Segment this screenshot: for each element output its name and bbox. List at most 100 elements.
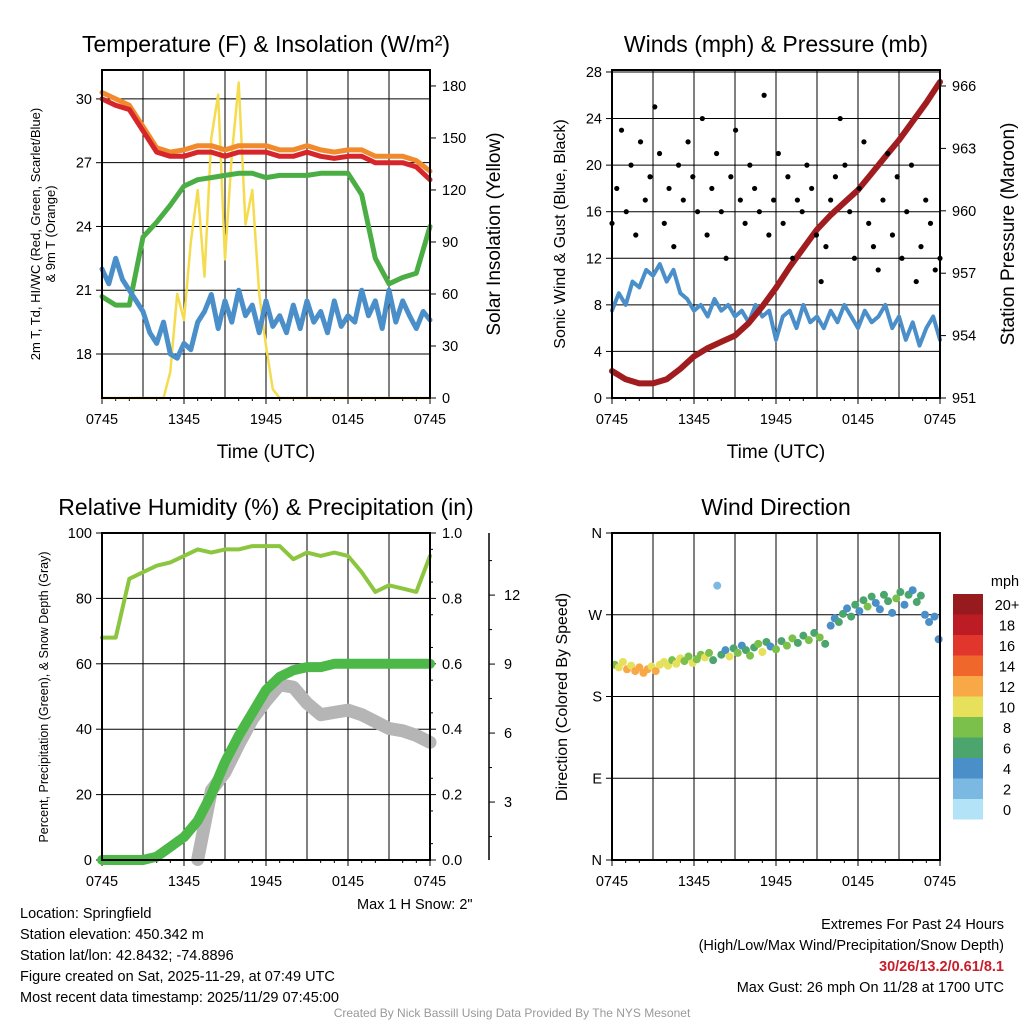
y-tick-label: 0 xyxy=(84,853,92,869)
y-axis-label-line2: & 9m T (Orange) xyxy=(43,185,58,282)
x-tick-label: 1345 xyxy=(678,412,710,428)
gust-point xyxy=(923,197,929,203)
gust-point xyxy=(837,115,843,122)
gust-point xyxy=(870,244,877,250)
direction-point xyxy=(618,657,627,666)
y-tick-label: S xyxy=(592,690,602,706)
elevation-text: Station elevation: 450.342 m xyxy=(20,927,204,943)
x-tick-label: 0745 xyxy=(596,412,628,428)
y-axis-label: Percent, Precipitation (Green), & Snow D… xyxy=(37,551,51,842)
credit-text: Created By Nick Bassill Using Data Provi… xyxy=(333,1006,691,1020)
gust-point xyxy=(618,127,625,133)
gust-point xyxy=(642,197,648,203)
gust-point xyxy=(694,209,701,215)
y-right-tick-label: 0 xyxy=(442,391,450,407)
x-axis-label: Time (UTC) xyxy=(217,442,316,463)
gust-point xyxy=(913,278,919,285)
gust-point xyxy=(794,197,800,203)
y-right-tick-label: 957 xyxy=(952,266,976,282)
x-tick-label: 0145 xyxy=(332,412,364,428)
y-tick-label: 20 xyxy=(76,788,92,804)
gust-point xyxy=(799,209,805,215)
direction-point xyxy=(892,594,901,603)
plot-frame xyxy=(101,532,431,861)
x-tick-label: 1945 xyxy=(250,412,282,428)
legend-label: 20+ xyxy=(995,598,1020,614)
gust-point xyxy=(652,104,658,110)
x-tick-label: 0745 xyxy=(86,874,118,890)
gust-point xyxy=(918,244,924,250)
x-tick-label: 1945 xyxy=(760,412,792,428)
legend-label: 14 xyxy=(999,660,1015,676)
y-tick-label: E xyxy=(592,771,602,787)
direction-point xyxy=(826,621,835,630)
y-axis-label: 2m T, Td, HI/WC (Red, Green, Scarlet/Blu… xyxy=(28,108,43,360)
direction-point xyxy=(834,618,843,627)
direction-point xyxy=(746,651,755,660)
y-tick-label: N xyxy=(592,853,602,869)
y-axis-label: Sonic Wind & Gust (Blue, Black) xyxy=(552,119,569,348)
legend-title: mph xyxy=(991,574,1019,590)
gust-point xyxy=(771,197,777,203)
direction-point xyxy=(843,604,852,613)
direction-point xyxy=(684,652,693,661)
gust-point xyxy=(675,162,682,168)
legend-swatch xyxy=(953,655,983,676)
gust-point xyxy=(790,255,796,261)
gust-point xyxy=(704,232,710,238)
direction-point xyxy=(875,605,884,614)
series-station-pressure xyxy=(609,78,943,387)
direction-point xyxy=(741,646,750,655)
y-tick-label: 100 xyxy=(68,526,92,542)
plot-frame xyxy=(611,69,941,399)
snow-tick-label: 6 xyxy=(504,726,512,742)
gust-point xyxy=(927,220,934,226)
x-tick-label: 0745 xyxy=(414,874,446,890)
direction-point xyxy=(912,598,921,607)
y-tick-label: 18 xyxy=(76,347,92,363)
direction-point xyxy=(916,591,925,600)
gust-point xyxy=(690,174,696,180)
gust-point xyxy=(780,220,786,226)
y-tick-label: 27 xyxy=(76,156,92,172)
gust-point xyxy=(899,255,905,261)
gust-point xyxy=(633,232,639,238)
legend-label: 6 xyxy=(1003,742,1011,758)
plot-frame xyxy=(611,532,941,861)
series-hi-wc xyxy=(99,255,433,361)
gust-point xyxy=(723,255,729,261)
direction-point xyxy=(867,592,876,601)
legend-swatch xyxy=(953,696,983,717)
legend-swatch xyxy=(953,594,983,615)
direction-point xyxy=(879,590,888,599)
gust-point xyxy=(823,244,829,250)
x-tick-label: 0745 xyxy=(86,412,118,428)
direction-point xyxy=(888,608,897,617)
x-tick-label: 1345 xyxy=(168,412,200,428)
x-tick-label: 0145 xyxy=(842,874,874,890)
y-right-tick-label: 0.2 xyxy=(442,788,462,804)
gust-point xyxy=(747,162,753,168)
gust-point xyxy=(752,185,758,192)
direction-point xyxy=(847,612,856,621)
y-right-tick-label: 180 xyxy=(442,79,466,95)
latlon-text: Station lat/lon: 42.8432; -74.8896 xyxy=(20,948,234,964)
direction-point xyxy=(725,652,734,661)
y-tick-label: N xyxy=(592,526,602,542)
y-tick-label: 16 xyxy=(586,205,602,221)
max-snow-label: Max 1 H Snow: 2" xyxy=(357,897,473,913)
direction-point xyxy=(799,631,808,640)
direction-point xyxy=(772,645,780,654)
y-right-axis-label: Station Pressure (Maroon) xyxy=(998,123,1019,346)
series-sonic-wind xyxy=(610,262,942,348)
y-right-tick-label: 0.4 xyxy=(442,722,462,738)
gust-point xyxy=(875,267,881,273)
direction-point xyxy=(777,637,786,646)
y-tick-label: 0 xyxy=(594,391,602,407)
gust-point xyxy=(680,197,686,203)
gust-point xyxy=(813,232,820,238)
gust-point xyxy=(685,139,691,145)
gust-point xyxy=(866,220,872,226)
legend-swatch xyxy=(953,758,983,779)
direction-point xyxy=(925,618,934,627)
